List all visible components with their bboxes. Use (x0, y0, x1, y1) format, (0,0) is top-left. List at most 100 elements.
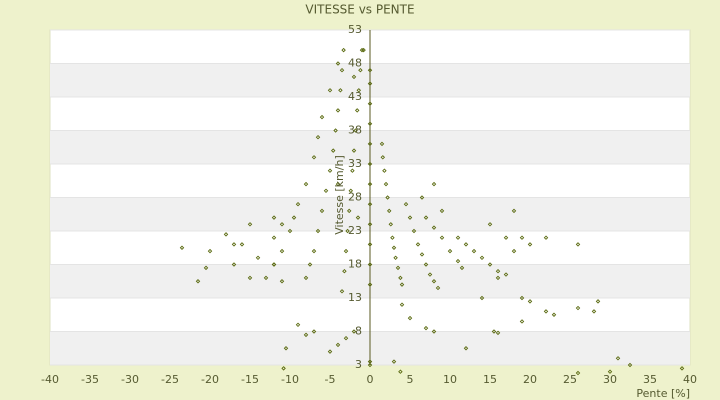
point (495, 268, 501, 274)
y-tick-label: 13 (348, 291, 362, 304)
point (367, 141, 373, 147)
point (333, 128, 338, 133)
point (495, 330, 501, 336)
point (367, 242, 373, 247)
point (543, 309, 549, 314)
point (382, 168, 387, 173)
point (356, 88, 362, 93)
point (511, 208, 517, 214)
point (195, 279, 201, 284)
point (575, 305, 581, 311)
point (231, 262, 237, 267)
point (627, 362, 633, 368)
point (591, 309, 597, 314)
point (223, 232, 229, 237)
y-tick-label: 28 (348, 191, 362, 204)
point (419, 195, 425, 200)
x-tick-label: -40 (41, 373, 59, 386)
point (311, 329, 317, 334)
point (463, 242, 469, 247)
y-tick-label: 33 (348, 157, 362, 170)
point (379, 141, 385, 147)
point (339, 289, 345, 294)
point (367, 222, 373, 227)
point (335, 61, 341, 66)
x-tick-label: -15 (241, 373, 259, 386)
point (419, 252, 425, 257)
x-tick-label: 25 (563, 373, 577, 386)
point (487, 262, 493, 267)
point (327, 349, 333, 354)
point (339, 67, 345, 73)
point (335, 181, 341, 187)
point (303, 332, 309, 338)
point (207, 248, 213, 254)
point (307, 262, 313, 267)
point (403, 201, 409, 207)
x-tick-label: 40 (683, 373, 697, 386)
x-tick-label: 20 (523, 373, 537, 386)
point (354, 108, 360, 113)
x-tick-label: 10 (443, 373, 457, 386)
point (291, 215, 297, 220)
point (279, 248, 285, 254)
point (391, 245, 397, 250)
point (345, 228, 350, 234)
point (679, 366, 685, 371)
chart-title: VITESSE vs PENTE (305, 3, 414, 17)
point (439, 235, 445, 240)
point (575, 242, 581, 247)
point (335, 342, 341, 348)
point (330, 148, 336, 153)
point (427, 272, 433, 277)
point (311, 155, 317, 160)
point (367, 161, 373, 167)
point (431, 225, 437, 230)
point (323, 188, 329, 194)
point (595, 299, 601, 304)
point (346, 208, 352, 214)
point (271, 262, 277, 267)
point (398, 369, 403, 374)
y-tick-label: 3 (355, 358, 362, 371)
y-tick-label: 38 (348, 124, 362, 137)
x-tick-label: 5 (407, 373, 414, 386)
point (327, 168, 333, 173)
point (287, 228, 293, 234)
point (519, 319, 525, 324)
point (327, 88, 333, 93)
point (431, 279, 437, 284)
point (423, 215, 429, 220)
point (527, 242, 533, 247)
point (367, 81, 373, 86)
point (295, 201, 301, 207)
point (607, 369, 613, 374)
point (431, 329, 437, 334)
point (342, 268, 347, 274)
point (479, 295, 485, 301)
point (407, 215, 413, 220)
point (439, 208, 445, 214)
point (423, 262, 429, 267)
point (367, 262, 373, 267)
point (255, 255, 261, 261)
point (393, 255, 398, 261)
point (527, 299, 533, 304)
x-axis-label: Pente [%] (636, 387, 690, 400)
x-tick-label: -20 (201, 373, 219, 386)
point (343, 335, 349, 341)
point (615, 356, 621, 361)
point (399, 282, 405, 287)
point (271, 235, 277, 240)
point (348, 188, 354, 194)
point (341, 47, 346, 53)
point (367, 359, 373, 364)
point (390, 235, 395, 240)
point (350, 168, 355, 173)
point (247, 222, 253, 227)
point (455, 235, 461, 240)
point (495, 275, 501, 281)
point (487, 222, 493, 227)
point (239, 242, 245, 247)
point (459, 265, 465, 271)
